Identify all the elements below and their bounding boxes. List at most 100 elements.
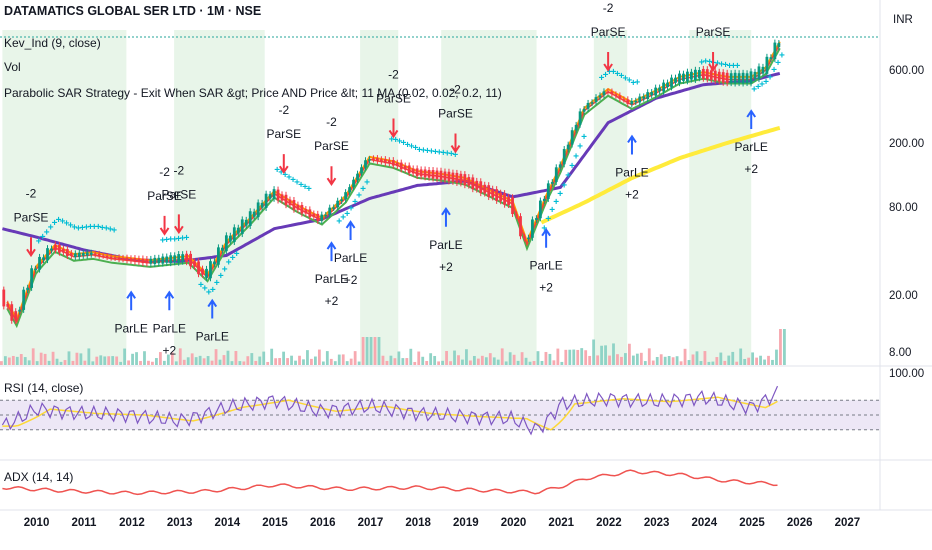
volume-bar <box>469 360 472 365</box>
sar-dot: + <box>618 71 624 82</box>
volume-bar <box>155 358 158 365</box>
short-entry-arrow <box>603 52 613 72</box>
volume-bar <box>254 360 258 365</box>
time-tick: 2012 <box>119 517 145 529</box>
candle-body <box>407 165 411 174</box>
sar-dot: + <box>432 147 438 158</box>
volume-bar <box>532 361 536 365</box>
adx-label[interactable]: ADX (14, 14) <box>4 470 74 484</box>
volume-bar <box>480 355 484 365</box>
sar-dot: + <box>44 227 50 238</box>
candle-body <box>58 244 61 253</box>
candle-body <box>709 70 713 80</box>
volume-bar <box>516 360 520 365</box>
candle-body <box>538 200 542 219</box>
shaded-zone <box>593 30 628 365</box>
candle-body <box>630 100 634 105</box>
signal-label: ParLE <box>114 321 147 335</box>
volume-bar <box>143 351 146 365</box>
short-entry-arrow <box>450 133 461 154</box>
sar-dot: + <box>352 197 358 208</box>
sar-dot: + <box>553 197 559 208</box>
time-tick: 2026 <box>786 517 813 529</box>
sar-dot: + <box>274 165 280 176</box>
candle-body <box>284 194 288 206</box>
volume-bar <box>381 355 385 365</box>
indicator-kev-label[interactable]: Kev_Ind (9, close) <box>4 36 101 50</box>
volume-bar <box>186 357 190 365</box>
candle-body <box>701 68 705 79</box>
candle-body <box>598 95 602 98</box>
volume-bar <box>639 352 643 365</box>
volume-bar <box>628 343 631 365</box>
volume-bar <box>564 349 568 365</box>
candle-body <box>93 253 97 256</box>
volume-bar <box>663 356 667 365</box>
volume-bar <box>445 350 448 365</box>
rsi-line <box>1 385 779 436</box>
volume-bar <box>174 361 178 365</box>
time-tick: 2019 <box>453 517 479 529</box>
time-tick: 2027 <box>834 517 861 529</box>
volume-bar <box>210 360 214 365</box>
candle-body <box>109 256 113 259</box>
candle-body <box>439 170 443 180</box>
volume-bar <box>131 353 134 365</box>
price-tick-80: 80.00 <box>889 202 918 214</box>
volume-bar <box>703 351 707 365</box>
volume-bar <box>731 351 735 365</box>
candle-body <box>495 189 499 201</box>
signal-label: ParSE <box>696 25 731 39</box>
candle-body <box>558 164 562 168</box>
candle-body <box>475 180 479 190</box>
candle-body <box>189 253 192 267</box>
sar-dot: + <box>360 184 366 195</box>
volume-bar <box>461 359 464 365</box>
candle-body <box>157 257 161 264</box>
indicator-volume-label[interactable]: Vol <box>4 60 21 74</box>
candle-body <box>542 198 546 201</box>
long-entry-arrow <box>126 290 136 311</box>
candle-body <box>749 71 753 84</box>
time-tick: 2025 <box>739 517 765 529</box>
sar-dot: + <box>759 79 765 90</box>
volume-bar <box>139 360 142 365</box>
volume-bar <box>671 357 675 365</box>
currency-label: INR <box>893 14 913 26</box>
candle-body <box>372 158 375 160</box>
volume-bar <box>317 349 321 365</box>
sar-dot: + <box>581 132 587 143</box>
volume-bar <box>298 355 301 365</box>
volume-bar <box>783 329 786 365</box>
sar-dot: + <box>176 234 182 245</box>
volume-bar <box>560 361 564 365</box>
candle-body <box>395 162 399 166</box>
short-entry-arrow <box>708 52 718 72</box>
candle-body <box>515 214 518 216</box>
rsi-label[interactable]: RSI (14, close) <box>4 381 84 395</box>
signal-qty: -2 <box>278 103 289 117</box>
signal-label: ParSE <box>314 139 349 153</box>
volume-bar <box>759 355 762 365</box>
candle-body <box>586 102 590 109</box>
volume-bar <box>278 358 282 365</box>
candle-body <box>777 43 781 48</box>
volume-bar <box>655 356 659 365</box>
candle-body <box>550 182 554 184</box>
sar-dot: + <box>424 146 430 157</box>
volume-bar <box>771 359 774 365</box>
sar-dot: + <box>340 213 346 224</box>
volume-bar <box>755 357 758 365</box>
sar-dot: + <box>565 171 571 182</box>
candle-body <box>606 91 610 94</box>
sar-dot: + <box>172 234 178 245</box>
candle-body <box>638 96 642 103</box>
short-entry-arrow <box>388 118 399 139</box>
volume-bar <box>457 355 460 365</box>
volume-bar <box>95 356 99 365</box>
volume-bar <box>405 358 409 365</box>
candle-body <box>626 99 630 104</box>
strategy-label[interactable]: Parabolic SAR Strategy - Exit When SAR &… <box>4 86 502 100</box>
candle-body <box>2 289 6 307</box>
volume-bar <box>548 353 552 365</box>
